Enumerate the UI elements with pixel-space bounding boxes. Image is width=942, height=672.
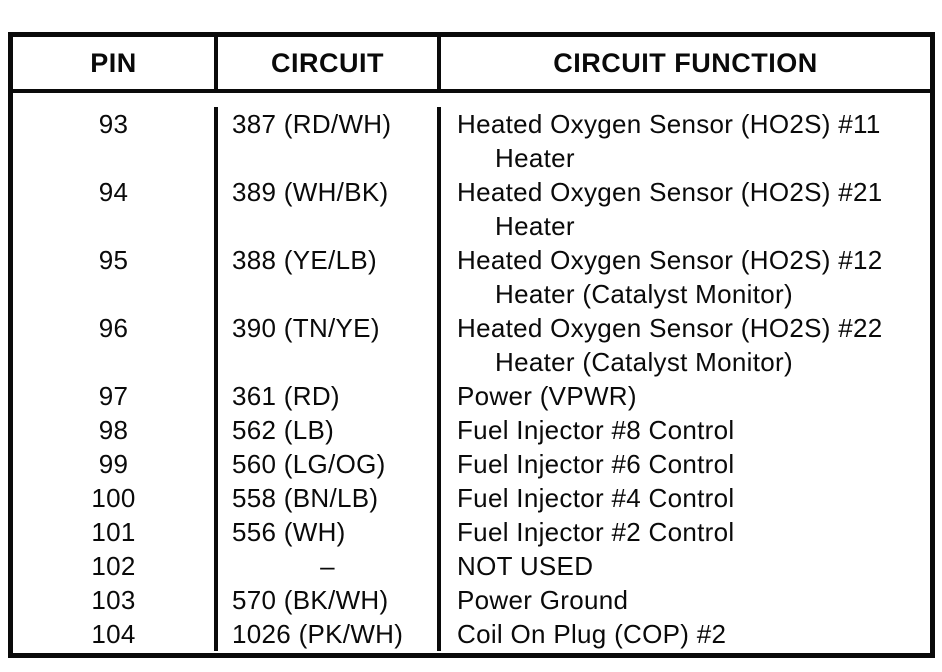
function-text: Fuel Injector #6 Control — [457, 449, 735, 479]
circuit-cell: 387 (RD/WH) — [218, 107, 441, 175]
circuit-function-cell: Fuel Injector #6 Control — [441, 447, 930, 481]
circuit-function-cell: Coil On Plug (COP) #2 — [441, 617, 930, 651]
function-text: Fuel Injector #2 Control — [457, 517, 735, 547]
function-text: NOT USED — [457, 551, 594, 581]
function-text: Coil On Plug (COP) #2 — [457, 619, 727, 649]
pin-cell: 98 — [13, 413, 218, 447]
circuit-function-cell: Heated Oxygen Sensor (HO2S) #22 Heater (C… — [441, 311, 930, 379]
table-row: 95 388 (YE/LB) Heated Oxygen Sensor (HO2S)… — [13, 243, 930, 311]
circuit-function-cell: NOT USED — [441, 549, 930, 583]
pin-cell: 95 — [13, 243, 218, 311]
circuit-cell: 556 (WH) — [218, 515, 441, 549]
table-body: 93 387 (RD/WH) Heated Oxygen Sensor (HO2S)… — [13, 93, 930, 653]
column-header-circuit-function: CIRCUIT FUNCTION — [553, 47, 818, 78]
table-row: 98 562 (LB) Fuel Injector #8 Control — [13, 413, 930, 447]
table-row: 97 361 (RD) Power (VPWR) — [13, 379, 930, 413]
pin-cell: 97 — [13, 379, 218, 413]
circuit-function-cell: Power Ground — [441, 583, 930, 617]
function-text: Power (VPWR) — [457, 381, 637, 411]
function-text: Fuel Injector #8 Control — [457, 415, 735, 445]
table-row: 93 387 (RD/WH) Heated Oxygen Sensor (HO2S)… — [13, 107, 930, 175]
circuit-cell: 570 (BK/WH) — [218, 583, 441, 617]
circuit-cell: 558 (BN/LB) — [218, 481, 441, 515]
table-header-row: PIN CIRCUIT CIRCUIT FUNCTION — [13, 37, 930, 93]
circuit-cell: 390 (TN/YE) — [218, 311, 441, 379]
circuit-cell: 389 (WH/BK) — [218, 175, 441, 243]
column-header-circuit: CIRCUIT — [218, 37, 441, 89]
function-text-continuation: Heater — [495, 211, 575, 241]
circuit-function-cell: Fuel Injector #2 Control — [441, 515, 930, 549]
function-text: Heated Oxygen Sensor (HO2S) #12 — [457, 245, 883, 275]
table-row: 102– NOT USED — [13, 549, 930, 583]
table-row: 100 558 (BN/LB) Fuel Injector #4 Control — [13, 481, 930, 515]
pin-cell: 94 — [13, 175, 218, 243]
pin-cell: 103 — [13, 583, 218, 617]
circuit-cell: 1026 (PK/WH) — [218, 617, 441, 651]
function-text: Fuel Injector #4 Control — [457, 483, 735, 513]
table-row: 99 560 (LG/OG) Fuel Injector #6 Control — [13, 447, 930, 481]
pin-circuit-table: PIN CIRCUIT CIRCUIT FUNCTION 93 387 (RD/W… — [8, 32, 935, 658]
pin-cell: 99 — [13, 447, 218, 481]
function-text: Heated Oxygen Sensor (HO2S) #21 — [457, 177, 883, 207]
circuit-function-cell: Power (VPWR) — [441, 379, 930, 413]
pin-cell: 104 — [13, 617, 218, 651]
pin-cell: 93 — [13, 107, 218, 175]
circuit-function-cell: Heated Oxygen Sensor (HO2S) #21 Heater — [441, 175, 930, 243]
pin-cell: 96 — [13, 311, 218, 379]
table-row: 104 1026 (PK/WH) Coil On Plug (COP) #2 — [13, 617, 930, 651]
function-text-continuation: Heater (Catalyst Monitor) — [495, 279, 793, 309]
circuit-function-cell: Heated Oxygen Sensor (HO2S) #12 Heater (C… — [441, 243, 930, 311]
function-text-continuation: Heater — [495, 143, 575, 173]
circuit-cell: 361 (RD) — [218, 379, 441, 413]
function-text: Power Ground — [457, 585, 629, 615]
pin-cell: 100 — [13, 481, 218, 515]
function-text: Heated Oxygen Sensor (HO2S) #22 — [457, 313, 883, 343]
circuit-cell: 560 (LG/OG) — [218, 447, 441, 481]
table-row: 94 389 (WH/BK) Heated Oxygen Sensor (HO2S)… — [13, 175, 930, 243]
pin-cell: 102 — [13, 549, 218, 583]
circuit-function-cell: Heated Oxygen Sensor (HO2S) #11 Heater — [441, 107, 930, 175]
circuit-cell: – — [218, 549, 441, 583]
table-row: 101 556 (WH) Fuel Injector #2 Control — [13, 515, 930, 549]
table-row: 96 390 (TN/YE) Heated Oxygen Sensor (HO2S)… — [13, 311, 930, 379]
function-text-continuation: Heater (Catalyst Monitor) — [495, 347, 793, 377]
circuit-function-cell: Fuel Injector #8 Control — [441, 413, 930, 447]
circuit-cell: 562 (LB) — [218, 413, 441, 447]
circuit-cell: 388 (YE/LB) — [218, 243, 441, 311]
table-row: 103 570 (BK/WH) Power Ground — [13, 583, 930, 617]
circuit-function-cell: Fuel Injector #4 Control — [441, 481, 930, 515]
function-text: Heated Oxygen Sensor (HO2S) #11 — [457, 109, 881, 139]
column-header-pin: PIN — [13, 37, 218, 89]
pin-cell: 101 — [13, 515, 218, 549]
